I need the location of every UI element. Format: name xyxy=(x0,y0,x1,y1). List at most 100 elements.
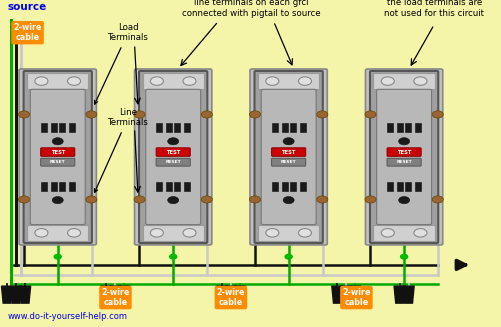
Bar xyxy=(69,123,75,132)
Circle shape xyxy=(169,254,176,259)
Polygon shape xyxy=(2,286,13,303)
Circle shape xyxy=(201,111,212,118)
Bar xyxy=(41,123,47,132)
Circle shape xyxy=(398,197,409,204)
FancyBboxPatch shape xyxy=(30,89,85,225)
Circle shape xyxy=(182,229,195,237)
Circle shape xyxy=(398,138,409,145)
Bar xyxy=(404,123,410,132)
Polygon shape xyxy=(393,286,404,303)
Polygon shape xyxy=(225,286,236,303)
Circle shape xyxy=(266,77,279,85)
FancyBboxPatch shape xyxy=(24,71,92,243)
Bar xyxy=(41,182,47,191)
Polygon shape xyxy=(110,286,121,303)
Text: RESET: RESET xyxy=(165,160,181,164)
FancyBboxPatch shape xyxy=(41,148,75,156)
Circle shape xyxy=(182,77,195,85)
Circle shape xyxy=(68,229,81,237)
Bar xyxy=(281,123,287,132)
FancyBboxPatch shape xyxy=(19,69,96,245)
FancyBboxPatch shape xyxy=(139,71,207,243)
Polygon shape xyxy=(349,286,360,303)
Circle shape xyxy=(134,196,145,203)
Bar xyxy=(258,225,319,241)
Bar xyxy=(166,182,172,191)
Polygon shape xyxy=(340,286,351,303)
Polygon shape xyxy=(402,286,413,303)
Bar xyxy=(396,123,402,132)
FancyBboxPatch shape xyxy=(249,69,327,245)
Bar xyxy=(142,73,203,89)
Text: RESET: RESET xyxy=(280,160,296,164)
Bar xyxy=(59,123,65,132)
Bar xyxy=(281,182,287,191)
Circle shape xyxy=(316,111,327,118)
Circle shape xyxy=(431,111,442,118)
Circle shape xyxy=(431,196,442,203)
FancyBboxPatch shape xyxy=(386,158,420,166)
Circle shape xyxy=(285,254,292,259)
Circle shape xyxy=(19,111,30,118)
Polygon shape xyxy=(11,286,22,303)
FancyBboxPatch shape xyxy=(254,71,322,243)
Bar xyxy=(156,182,162,191)
Circle shape xyxy=(298,229,311,237)
Bar xyxy=(258,73,319,89)
Bar xyxy=(271,182,277,191)
Text: 2-wire
cable: 2-wire cable xyxy=(216,288,244,307)
Text: TEST: TEST xyxy=(396,149,410,155)
Bar xyxy=(184,182,190,191)
Bar xyxy=(396,182,402,191)
Circle shape xyxy=(413,229,426,237)
Bar xyxy=(51,182,57,191)
Text: RESET: RESET xyxy=(50,160,66,164)
Polygon shape xyxy=(234,286,245,303)
Circle shape xyxy=(52,138,63,145)
Circle shape xyxy=(19,196,30,203)
Circle shape xyxy=(249,196,260,203)
FancyBboxPatch shape xyxy=(156,148,190,156)
Circle shape xyxy=(150,77,163,85)
Bar xyxy=(386,182,392,191)
Bar xyxy=(142,225,203,241)
Circle shape xyxy=(35,77,48,85)
Bar xyxy=(166,123,172,132)
FancyBboxPatch shape xyxy=(261,89,316,225)
Bar xyxy=(174,123,180,132)
Bar xyxy=(174,182,180,191)
Circle shape xyxy=(86,111,97,118)
Bar xyxy=(386,123,392,132)
FancyBboxPatch shape xyxy=(365,69,442,245)
Circle shape xyxy=(381,77,394,85)
Bar xyxy=(289,182,295,191)
FancyBboxPatch shape xyxy=(376,89,431,225)
Text: 2-wire
cable: 2-wire cable xyxy=(101,288,129,307)
FancyBboxPatch shape xyxy=(145,89,200,225)
Circle shape xyxy=(201,196,212,203)
Bar xyxy=(414,123,420,132)
Circle shape xyxy=(52,197,63,204)
Text: TEST: TEST xyxy=(51,149,65,155)
Polygon shape xyxy=(331,286,342,303)
Bar xyxy=(51,123,57,132)
Circle shape xyxy=(167,138,178,145)
Bar xyxy=(289,123,295,132)
Polygon shape xyxy=(20,286,31,303)
Circle shape xyxy=(150,229,163,237)
FancyBboxPatch shape xyxy=(156,158,190,166)
Bar xyxy=(373,225,434,241)
Bar xyxy=(299,123,305,132)
Bar xyxy=(69,182,75,191)
Text: Line
Terminals: Line Terminals xyxy=(94,108,148,192)
Bar xyxy=(27,225,88,241)
Text: TEST: TEST xyxy=(281,149,295,155)
Bar xyxy=(404,182,410,191)
Text: TEST: TEST xyxy=(166,149,180,155)
Text: 2-wire
cable: 2-wire cable xyxy=(342,288,370,307)
Polygon shape xyxy=(101,286,112,303)
Polygon shape xyxy=(119,286,130,303)
Bar xyxy=(156,123,162,132)
Circle shape xyxy=(134,111,145,118)
Text: source: source xyxy=(8,2,47,12)
